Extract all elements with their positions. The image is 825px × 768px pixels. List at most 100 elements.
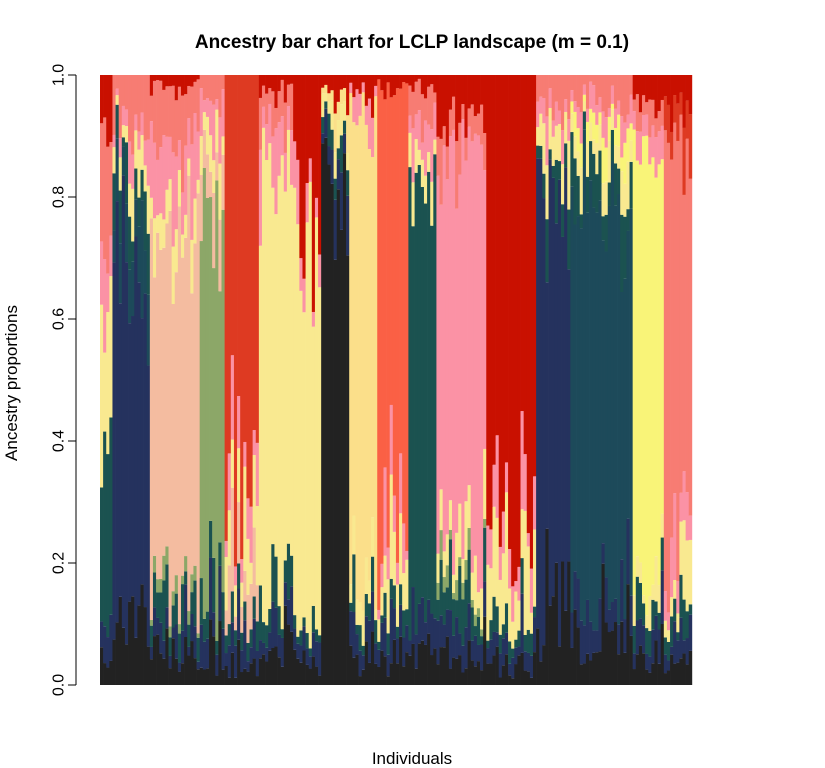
bar-segment [293,649,297,685]
bar-segment [448,75,453,110]
bar-segment [277,606,282,635]
bar-segment [374,620,378,644]
bar-segment [258,640,263,659]
bar-segment [582,84,587,95]
bar-segment [663,673,668,685]
bar-segment [305,183,310,223]
bar-segment [685,611,690,639]
bar-segment [290,586,294,632]
bar-segment [193,75,197,82]
bar-segment [134,236,138,638]
bar-segment [283,75,288,103]
bar-segment [445,609,450,637]
bar-segment [489,663,493,685]
bar-segment [417,643,422,685]
bar-segment [321,133,325,144]
bar-segment [408,115,412,133]
bar-segment [255,621,260,651]
bar-segment [131,316,135,597]
bar-segment [642,75,646,96]
bar-segment [666,142,671,613]
bar-segment [143,191,148,251]
bar-segment [579,620,584,665]
bar-segment [283,582,288,606]
bar-segment [143,250,148,294]
bar-segment [430,655,434,685]
bar-segment [124,262,129,645]
bar-segment [159,653,163,685]
bar-area [100,75,693,686]
bar-segment [246,642,250,662]
bar-segment [100,304,104,488]
bar-segment [567,140,571,210]
bar-segment [162,580,166,641]
bar-segment [336,101,341,121]
bar-segment [642,136,646,596]
bar-segment [243,668,247,685]
bar-segment [330,129,334,150]
bar-segment [585,75,590,109]
bar-segment [638,562,643,583]
bar-segment [660,537,665,571]
bar-segment [152,277,157,556]
bar-segment [688,114,693,179]
bar-segment [240,607,244,633]
bar-segment [149,95,154,122]
bar-segment [290,555,294,587]
bar-segment [514,639,518,648]
bar-segment [598,75,602,98]
bar-segment [501,511,506,554]
bar-segment [676,613,680,633]
bar-segment [233,645,238,678]
bar-segment [464,668,468,685]
bar-segment [632,129,637,596]
bar-segment [576,216,581,579]
bar-segment [613,205,618,599]
bar-segment [339,172,344,230]
bar-segment [202,129,207,169]
bar-segment [423,175,428,204]
bar-segment [358,75,363,94]
bar-segment [595,143,599,175]
bar-segment [576,627,581,685]
bar-segment [632,625,637,654]
bar-segment [352,554,356,613]
bar-segment [673,122,677,494]
bar-segment [168,210,172,627]
bar-segment [576,107,581,129]
bar-segment [411,91,415,129]
bar-segment [620,75,624,117]
bar-segment [352,657,356,685]
bar-segment [635,654,640,685]
bar-segment [193,626,197,659]
bar-segment [121,137,126,147]
bar-segment [670,646,674,655]
bar-segment [439,75,443,139]
bar-segment [187,75,191,86]
bar-segment [184,94,188,146]
bar-segment [209,100,213,136]
bar-segment [623,216,627,279]
bar-segment [330,90,334,101]
bar-segment [464,75,468,138]
bar-segment [685,100,690,139]
bar-segment [498,75,503,547]
bar-segment [277,657,282,685]
bar-segment [299,645,303,663]
bar-segment [327,75,331,94]
bar-segment [480,629,484,637]
bar-segment [598,112,602,125]
bar-segment [246,594,250,643]
bar-segment [196,661,201,670]
bar-segment [156,75,160,81]
bar-segment [159,80,163,148]
bar-segment [196,75,201,80]
bar-segment [408,167,412,641]
bar-segment [589,141,593,181]
bar-segment [361,669,366,685]
bar-segment [162,555,166,581]
bar-segment [529,655,534,678]
bar-segment [414,668,419,685]
bar-segment [467,527,472,550]
bar-segment [461,582,465,600]
